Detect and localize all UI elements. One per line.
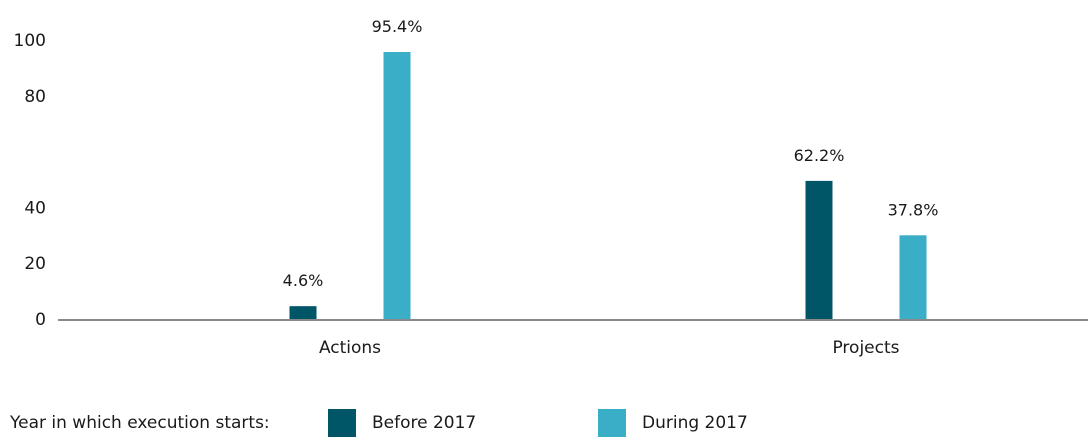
y-tick-label-80: 80: [24, 87, 46, 107]
y-axis-ticks: 0 20 40 80 100: [14, 31, 46, 330]
x-tick-label-projects: Projects: [832, 338, 899, 358]
bar-actions-before-2017: [289, 306, 317, 319]
y-tick-label-100: 100: [14, 31, 46, 51]
legend-swatch-during-2017: [598, 409, 626, 437]
data-labels: 4.6% 95.4% 62.2% 37.8%: [283, 17, 939, 290]
y-tick-label-40: 40: [24, 198, 46, 218]
data-label-projects-during-2017: 37.8%: [888, 200, 939, 219]
y-tick-label-20: 20: [24, 254, 46, 274]
legend-label-before-2017: Before 2017: [372, 413, 477, 433]
bar-projects-during-2017: [899, 235, 927, 319]
data-label-actions-before-2017: 4.6%: [283, 271, 324, 290]
legend-label-during-2017: During 2017: [642, 413, 748, 433]
data-label-actions-during-2017: 95.4%: [372, 17, 423, 36]
bar-actions-during-2017: [383, 51, 411, 319]
legend-item-before-2017: Before 2017: [328, 409, 598, 437]
legend: Year in which execution starts: Before 2…: [10, 409, 748, 437]
legend-title: Year in which execution starts:: [10, 413, 270, 433]
bars: [289, 51, 927, 319]
bar-projects-before-2017: [805, 180, 833, 319]
x-tick-label-actions: Actions: [319, 338, 381, 358]
x-axis-categories: Actions Projects: [319, 338, 900, 358]
legend-swatch-before-2017: [328, 409, 356, 437]
y-tick-label-0: 0: [35, 310, 46, 330]
data-label-projects-before-2017: 62.2%: [794, 146, 845, 165]
bar-chart: 0 20 40 80 100 4.6% 95.4% 62.2% 37.8% Actions Pr…: [14, 17, 1088, 358]
legend-item-during-2017: During 2017: [598, 409, 748, 437]
